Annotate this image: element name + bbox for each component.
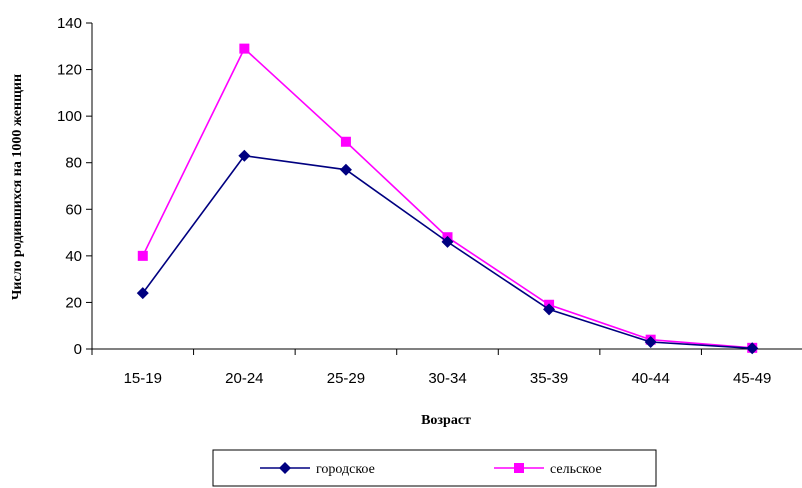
series-line: [142, 47, 753, 349]
y-tick-label: 140: [57, 15, 82, 32]
data-point: [137, 250, 148, 261]
y-axis-ticks: 0 20 40 60 80 100 120 140: [57, 15, 92, 358]
y-tick-label: 80: [65, 155, 82, 172]
y-tick-label: 0: [74, 341, 82, 358]
series-1: [136, 149, 759, 355]
x-tick-label: 20-24: [225, 370, 263, 387]
x-tick-label: 40-44: [631, 370, 669, 387]
legend-label: сельское: [550, 462, 602, 477]
y-tick-label: 100: [57, 108, 82, 125]
y-tick-label: 40: [65, 248, 82, 265]
data-point: [340, 136, 351, 147]
x-tick-label: 30-34: [428, 370, 466, 387]
data-point: [543, 303, 556, 316]
data-point: [339, 163, 352, 176]
x-tick-label: 25-29: [327, 370, 365, 387]
x-tick-label: 15-19: [124, 370, 162, 387]
series-2: [137, 43, 758, 353]
data-point: [238, 149, 251, 162]
legend-marker: [279, 462, 291, 474]
x-axis-title: Возраст: [421, 413, 471, 428]
legend: городское сельское: [212, 449, 657, 487]
series-line: [142, 154, 753, 350]
x-tick-label: 35-39: [530, 370, 568, 387]
data-point: [746, 342, 759, 355]
y-tick-label: 20: [65, 294, 82, 311]
data-point: [239, 43, 250, 54]
legend-item: городское: [260, 462, 375, 477]
legend-label: городское: [316, 462, 375, 477]
y-axis-title: Число родившихся на 1000 женщин: [10, 74, 25, 300]
legend-item: сельское: [494, 462, 602, 477]
series-layer: [136, 43, 759, 355]
data-point: [441, 235, 454, 248]
legend-marker: [514, 463, 524, 473]
data-point: [136, 287, 149, 300]
x-tick-label: 45-49: [733, 370, 771, 387]
y-tick-label: 120: [57, 62, 82, 79]
data-point: [644, 336, 657, 349]
y-tick-label: 60: [65, 201, 82, 218]
x-axis-ticks: 15-19 20-24 25-29 30-34 35-39 40-44 45-49: [91, 349, 771, 387]
